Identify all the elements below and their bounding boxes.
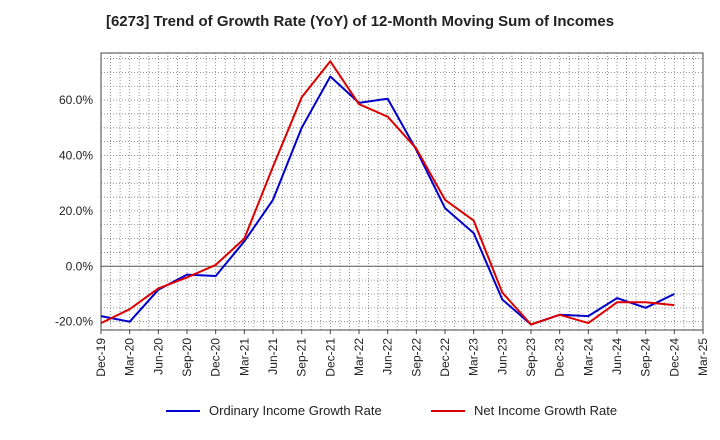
x-tick-label: Dec-20 (209, 338, 223, 377)
x-tick-label: Mar-21 (237, 338, 251, 376)
x-tick-label: Dec-24 (667, 338, 681, 377)
x-tick-label: Dec-21 (323, 338, 337, 377)
x-tick-label: Sep-24 (639, 338, 653, 377)
legend-label: Net Income Growth Rate (474, 403, 617, 418)
x-tick-label: Mar-22 (352, 338, 366, 376)
x-tick-label: Dec-22 (438, 338, 452, 377)
series-line-2 (100, 60, 675, 326)
x-tick-label: Jun-24 (610, 338, 624, 375)
legend-label: Ordinary Income Growth Rate (209, 403, 382, 418)
x-tick-label: Mar-23 (467, 338, 481, 376)
x-tick-label: Mar-24 (581, 338, 595, 376)
x-tick-label: Jun-22 (381, 338, 395, 375)
x-tick-label: Jun-21 (266, 338, 280, 375)
x-tick-label: Sep-20 (180, 338, 194, 377)
y-tick-label: 40.0% (59, 148, 93, 162)
chart-title: [6273] Trend of Growth Rate (YoY) of 12-… (105, 13, 615, 30)
x-tick-label: Sep-22 (409, 338, 423, 377)
y-tick-label: 0.0% (66, 259, 94, 273)
plot-frame (100, 52, 704, 331)
y-tick-label: -20.0% (55, 315, 93, 329)
x-tick-label: Mar-25 (696, 338, 710, 376)
x-tick-label: Sep-23 (524, 338, 538, 377)
x-tick-label: Mar-20 (123, 338, 137, 376)
x-tick-label: Sep-21 (295, 338, 309, 377)
x-tick-label: Jun-20 (151, 338, 165, 375)
x-tick-label: Dec-23 (553, 338, 567, 377)
y-tick-label: 60.0% (59, 93, 93, 107)
y-tick-label: 20.0% (59, 204, 93, 218)
x-tick-label: Dec-19 (94, 338, 108, 377)
x-tick-label: Jun-23 (495, 338, 509, 375)
series-line-1 (100, 75, 675, 326)
